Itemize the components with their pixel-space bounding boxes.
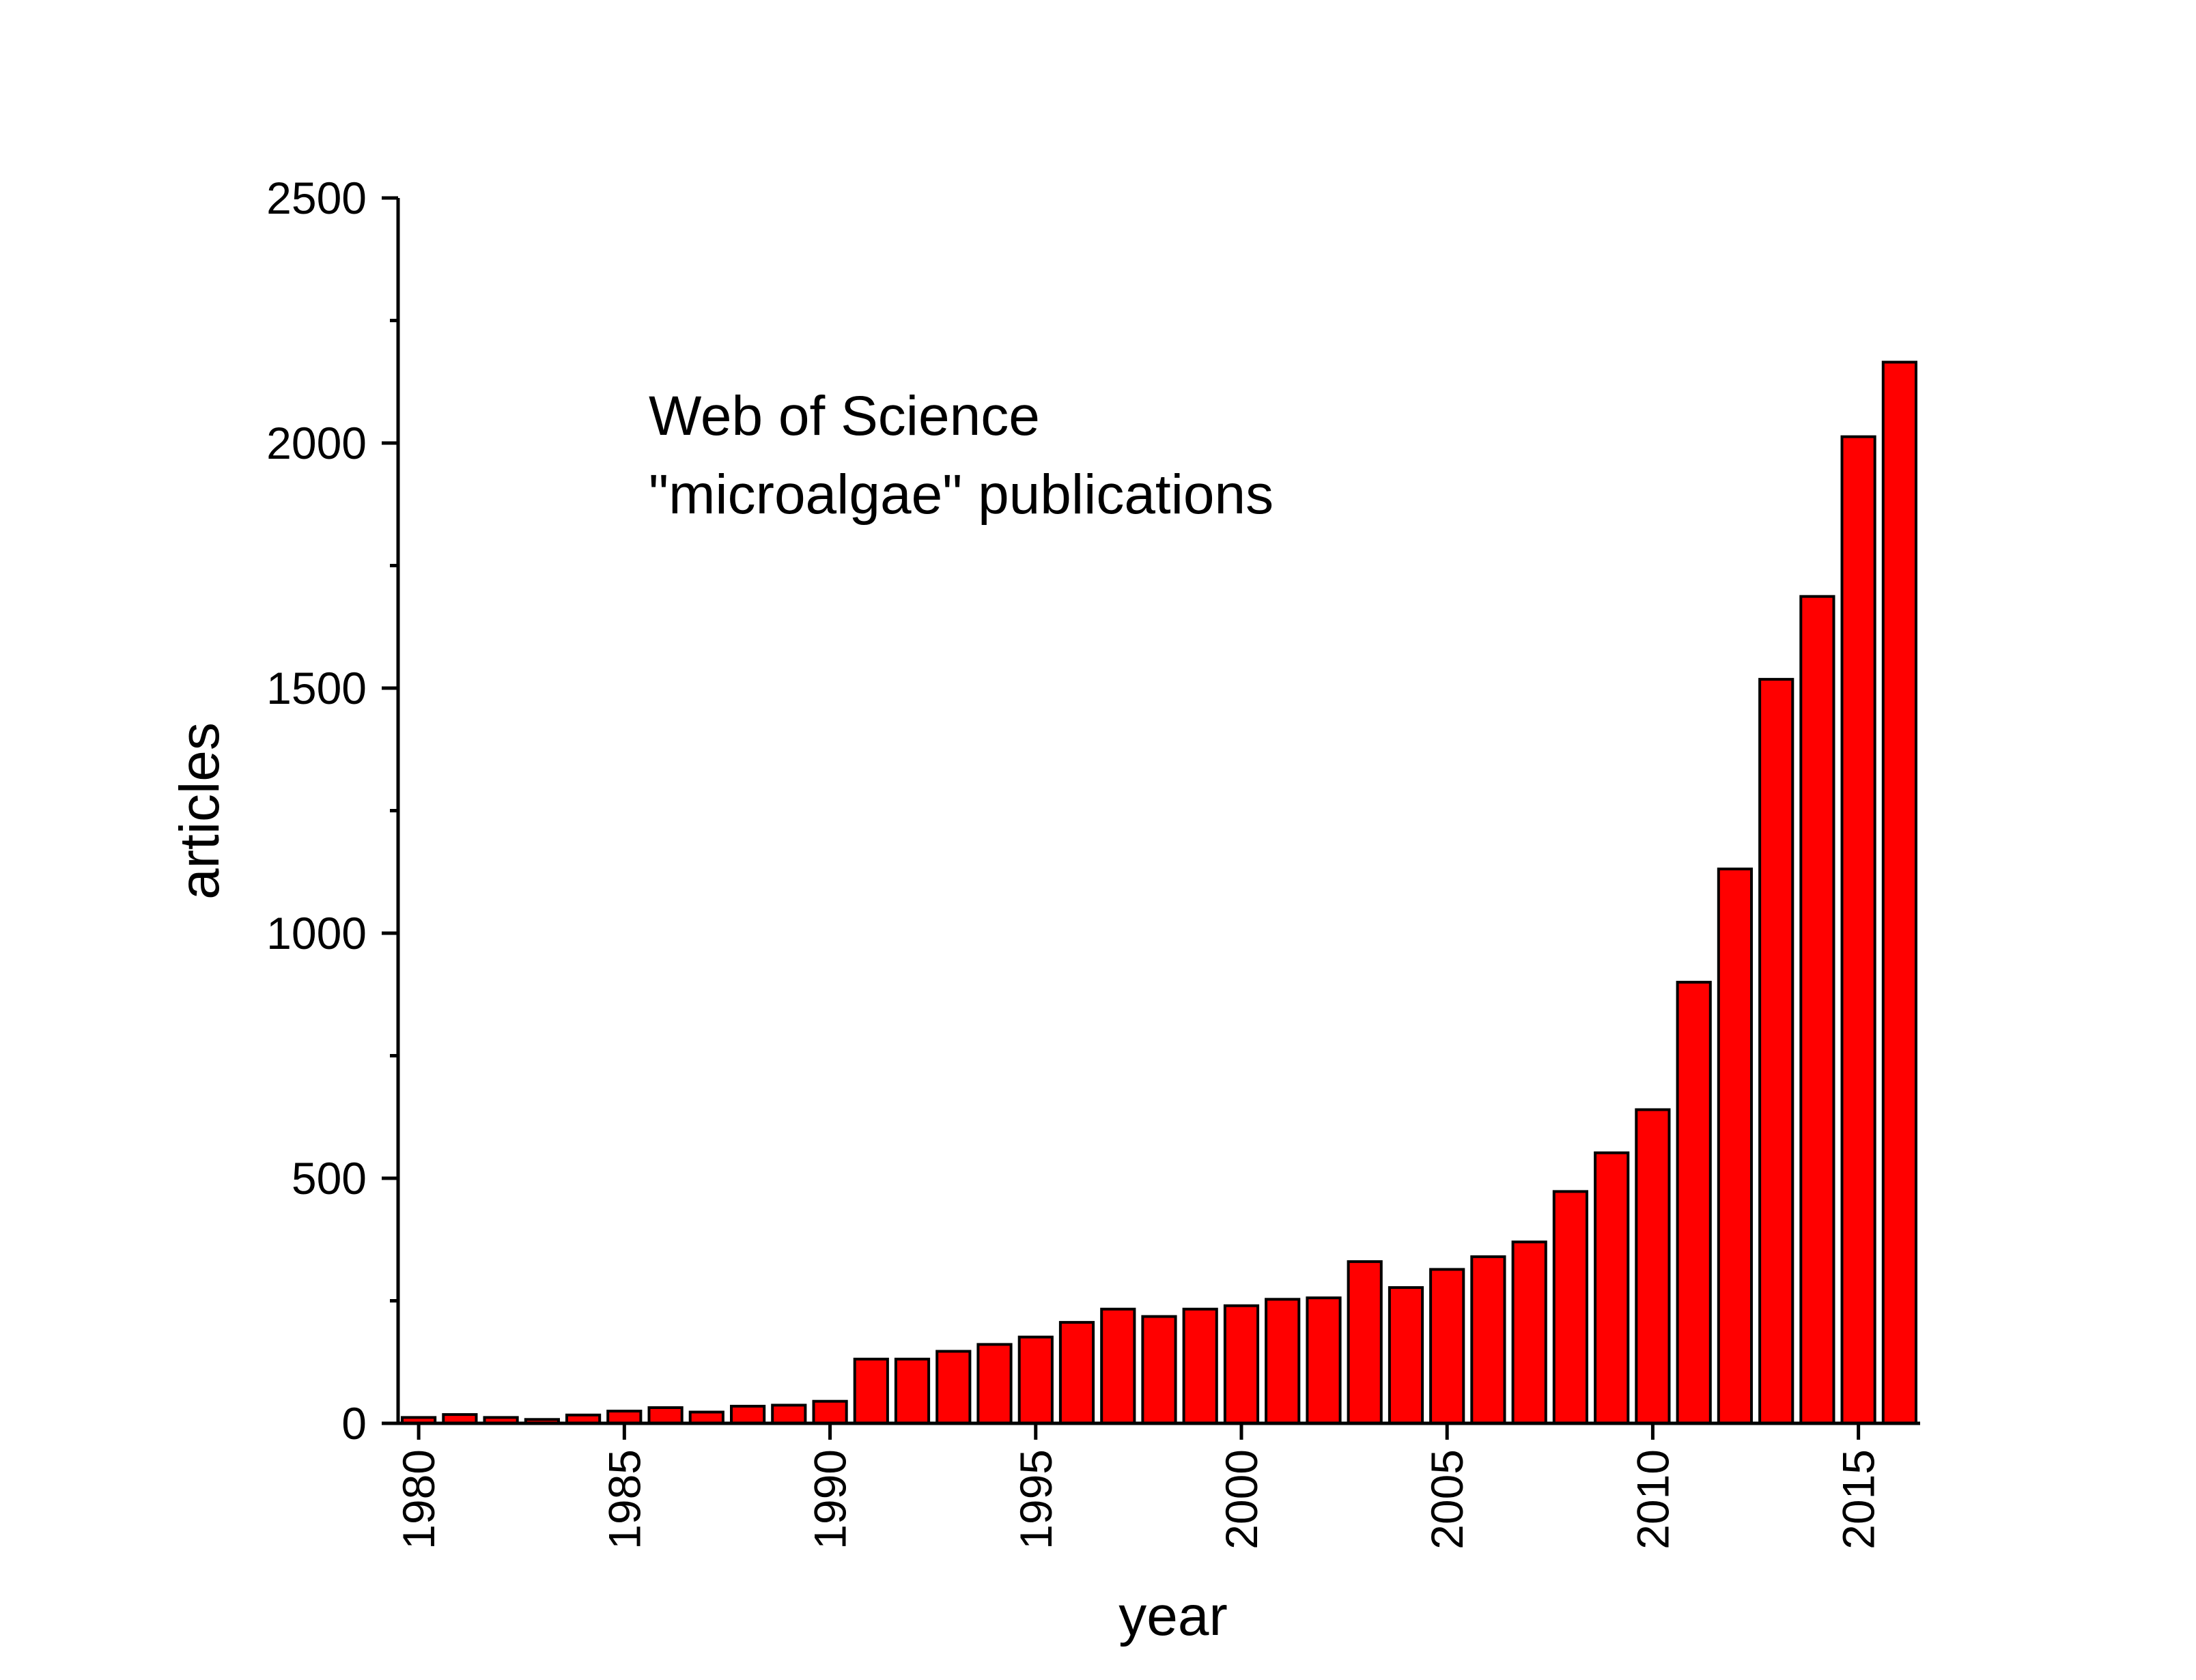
x-tick-label: 1990: [805, 1449, 856, 1550]
y-tick-label: 2500: [266, 173, 367, 223]
bar-2004: [1388, 1286, 1424, 1425]
bar-1998: [1141, 1315, 1177, 1425]
bar-2011: [1676, 980, 1712, 1425]
bar-1991: [853, 1357, 889, 1425]
bar-1985: [606, 1410, 643, 1425]
bar-2014: [1799, 595, 1835, 1425]
bar-1986: [647, 1406, 684, 1425]
bar-1989: [771, 1404, 807, 1425]
bar-1993: [935, 1350, 972, 1425]
bar-2006: [1470, 1255, 1506, 1425]
y-tick-label: 500: [292, 1153, 367, 1204]
annotation-line-2: "microalgae" publications: [649, 464, 1273, 526]
x-axis-title: year: [1118, 1585, 1228, 1647]
bar-2010: [1635, 1108, 1671, 1425]
x-tick-label: 2000: [1216, 1449, 1267, 1550]
bar-2002: [1306, 1296, 1342, 1425]
bar-2016: [1881, 360, 1918, 1425]
x-tick-label: 2005: [1422, 1449, 1472, 1550]
bar-2012: [1717, 867, 1754, 1425]
bar-1997: [1100, 1307, 1136, 1425]
y-tick-label: 0: [341, 1398, 367, 1449]
bar-2000: [1223, 1304, 1260, 1425]
annotation-line-1: Web of Science: [649, 385, 1040, 447]
bar-1990: [812, 1399, 848, 1425]
bar-1995: [1017, 1335, 1054, 1425]
bar-2015: [1840, 435, 1876, 1425]
bars: [401, 360, 1918, 1425]
x-tick-label: 1995: [1011, 1449, 1061, 1550]
x-tick-label: 2010: [1627, 1449, 1678, 1550]
y-tick-label: 2000: [266, 418, 367, 468]
bar-1988: [730, 1404, 766, 1425]
x-tick-label: 1980: [393, 1449, 444, 1550]
x-tick-label: 2015: [1833, 1449, 1884, 1550]
bar-2009: [1594, 1151, 1630, 1425]
bar-1999: [1182, 1307, 1218, 1425]
x-tick-label: 1985: [599, 1449, 649, 1550]
bar-2005: [1429, 1268, 1465, 1425]
x-ticks: 1980 1985 1990 1995 2000 2005 2010 2015: [393, 1423, 1884, 1550]
bar-1992: [894, 1357, 931, 1425]
y-tick-label: 1500: [266, 663, 367, 713]
y-tick-label: 1000: [266, 908, 367, 958]
bar-2003: [1347, 1260, 1383, 1425]
bar-1996: [1058, 1321, 1095, 1425]
bar-2008: [1552, 1190, 1589, 1425]
bar-2007: [1511, 1240, 1547, 1425]
bar-2013: [1758, 678, 1794, 1425]
y-ticks: 0 500 1000 1500 2000 2500: [266, 173, 398, 1449]
bar-2001: [1265, 1298, 1301, 1425]
bar-1994: [976, 1343, 1013, 1425]
y-axis-title: articles: [169, 722, 231, 900]
